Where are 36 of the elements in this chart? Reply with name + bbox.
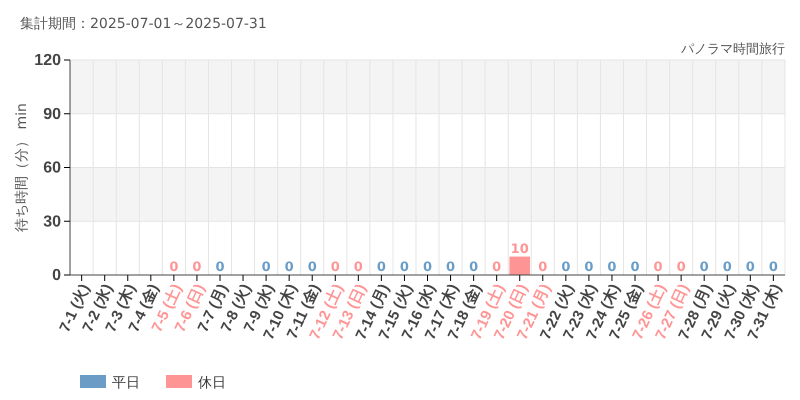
legend-label: 平日	[112, 375, 140, 391]
chart-title: 集計期間：2025-07-01～2025-07-31	[20, 16, 267, 32]
data-label: 0	[676, 260, 686, 275]
y-axis-title: 待ち時間（分） min	[14, 103, 30, 232]
y-tick-label: 90	[43, 106, 62, 123]
data-label: 0	[584, 260, 594, 275]
data-label: 0	[768, 260, 778, 275]
data-label: 0	[330, 260, 340, 275]
data-label: 0	[192, 260, 202, 275]
data-label: 0	[169, 260, 178, 275]
y-tick-label: 0	[52, 267, 62, 284]
data-label: 0	[746, 260, 755, 275]
data-label: 0	[400, 260, 409, 275]
chart-subtitle: パノラマ時間旅行	[680, 42, 785, 57]
data-label: 0	[215, 260, 225, 275]
data-label: 0	[308, 260, 317, 275]
data-label: 0	[561, 260, 570, 275]
data-label: 0	[722, 260, 732, 275]
data-label: 0	[422, 260, 432, 275]
data-label: 0	[376, 260, 386, 275]
data-label: 0	[700, 260, 709, 275]
data-label: 0	[607, 260, 616, 275]
y-tick-label: 30	[43, 213, 62, 230]
data-label: 0	[654, 260, 663, 275]
y-tick-label: 60	[43, 160, 62, 177]
data-label: 10	[510, 242, 529, 258]
data-label: 0	[469, 260, 478, 275]
data-label: 0	[630, 260, 640, 275]
y-tick-label: 120	[34, 52, 62, 70]
data-label: 0	[538, 260, 548, 275]
data-label: 0	[284, 260, 294, 275]
legend-label: 休日	[198, 375, 226, 391]
data-label: 0	[446, 260, 456, 275]
data-label: 0	[262, 260, 271, 275]
data-label: 0	[492, 260, 502, 275]
data-label: 0	[354, 260, 363, 275]
